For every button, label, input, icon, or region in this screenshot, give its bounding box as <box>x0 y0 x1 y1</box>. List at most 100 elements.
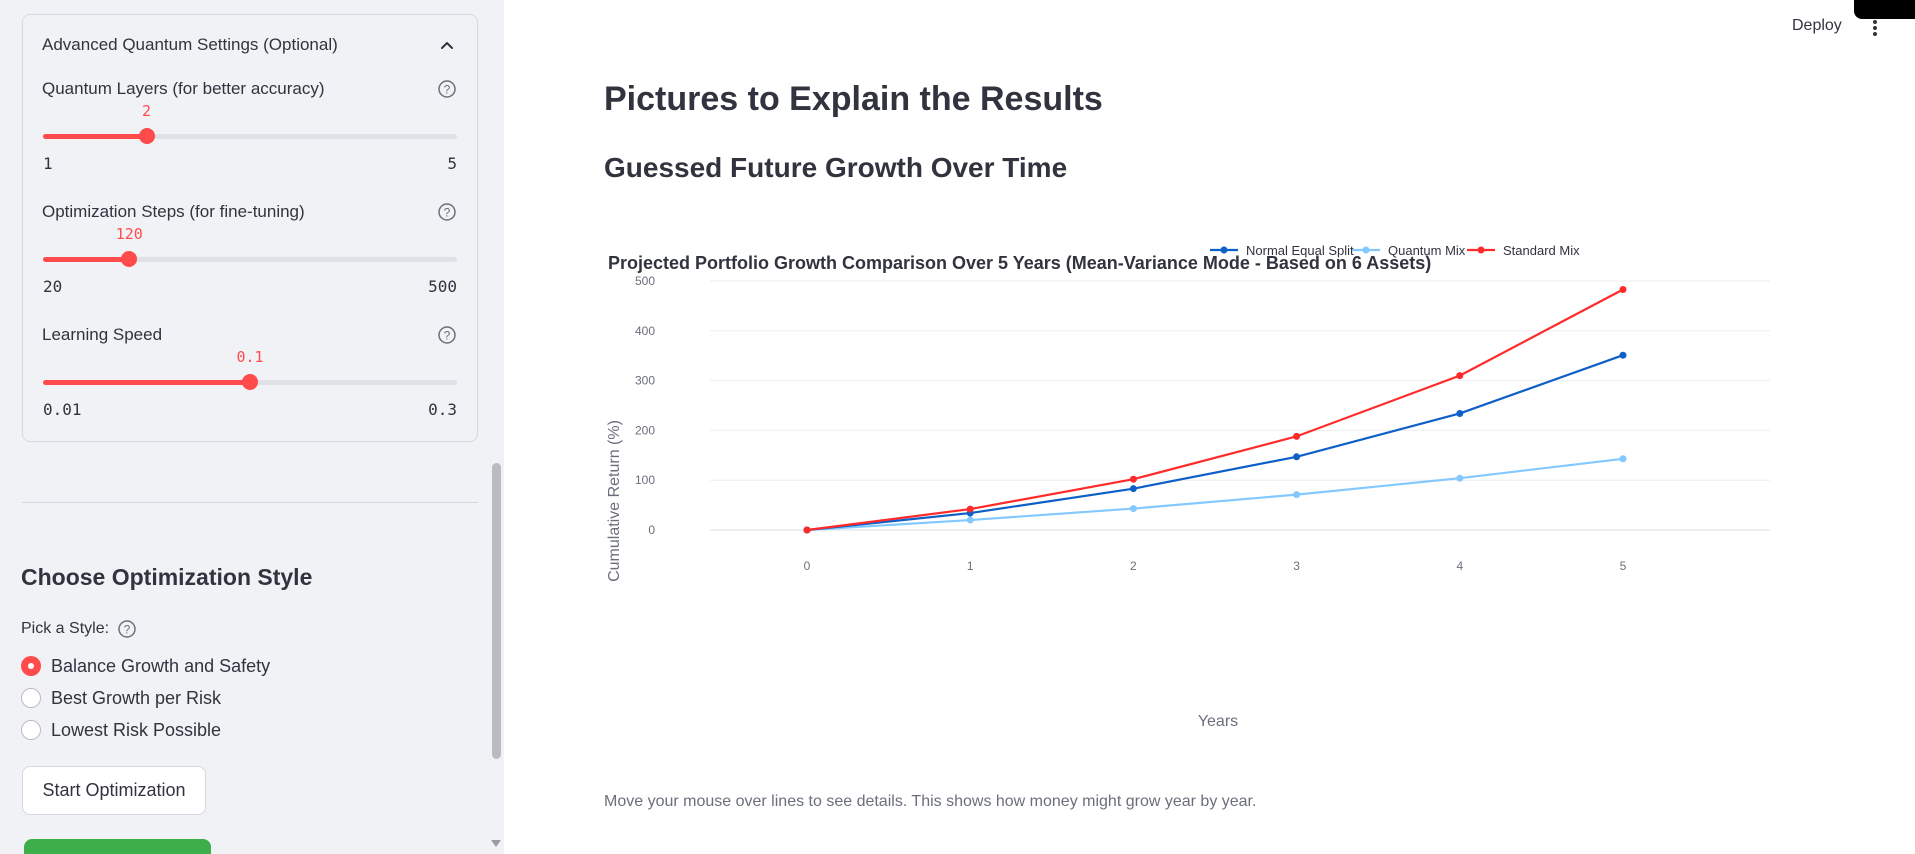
y-axis-ticks: 0 100 200 300 400 500 <box>635 274 655 537</box>
data-point[interactable] <box>1129 475 1137 483</box>
pick-style-text: Pick a Style: <box>21 620 110 637</box>
x-tick-label: 0 <box>804 559 811 573</box>
slider-label-optimization-steps: Optimization Steps (for fine-tuning) <box>42 202 305 221</box>
more-menu-icon[interactable] <box>1872 18 1878 38</box>
help-icon[interactable]: ? <box>117 619 137 639</box>
chart-series[interactable] <box>803 285 1627 534</box>
slider-value: 2 <box>141 102 152 120</box>
data-point[interactable] <box>1619 285 1627 293</box>
slider-max: 500 <box>428 277 457 296</box>
series-line[interactable] <box>806 288 1624 532</box>
help-icon[interactable]: ? <box>437 202 457 222</box>
data-point[interactable] <box>803 526 811 534</box>
legend-label: Normal Equal Split <box>1246 245 1354 258</box>
y-tick-label: 400 <box>635 324 655 338</box>
sidebar-scrollbar[interactable] <box>492 463 501 759</box>
chart-legend[interactable]: Normal Equal Split Quantum Mix Standard Mi… <box>1210 245 1580 258</box>
chart-title: Projected Portfolio Growth Comparison Ov… <box>608 253 1431 273</box>
legend-label: Quantum Mix <box>1388 245 1466 258</box>
radio-selected-icon[interactable] <box>21 656 41 676</box>
page-heading: Pictures to Explain the Results <box>604 80 1103 118</box>
data-point[interactable] <box>1293 432 1301 440</box>
x-axis-ticks: 0 1 2 3 4 5 <box>804 559 1627 573</box>
optimization-style-heading: Choose Optimization Style <box>21 564 313 590</box>
data-point[interactable] <box>966 505 974 513</box>
x-tick-label: 3 <box>1293 559 1300 573</box>
advanced-settings-expander[interactable]: Advanced Quantum Settings (Optional) Qua… <box>22 14 478 442</box>
radio-label: Best Growth per Risk <box>51 687 222 708</box>
slider-min: 1 <box>43 154 53 173</box>
primary-button[interactable] <box>24 839 211 854</box>
legend-item[interactable]: Quantum Mix <box>1352 245 1466 258</box>
corner-badge <box>1854 0 1915 19</box>
radio-label: Balance Growth and Safety <box>51 655 271 676</box>
radio-unselected-icon[interactable] <box>21 720 41 740</box>
x-tick-label: 1 <box>967 559 974 573</box>
series-line[interactable] <box>806 457 1624 532</box>
slider-thumb[interactable] <box>138 128 155 144</box>
data-point[interactable] <box>1456 372 1464 380</box>
expander-title: Advanced Quantum Settings (Optional) <box>42 35 338 54</box>
y-tick-label: 300 <box>635 374 655 388</box>
growth-line-chart[interactable]: Projected Portfolio Growth Comparison Ov… <box>600 245 1820 745</box>
slider-fill <box>43 134 147 139</box>
slider-thumb[interactable] <box>242 374 258 390</box>
y-axis-label: Cumulative Return (%) <box>606 420 623 582</box>
optimization-steps-slider[interactable]: 120 <box>43 225 457 267</box>
radio-best-growth-per-risk[interactable]: Best Growth per Risk <box>21 686 221 710</box>
chart-caption: Move your mouse over lines to see detail… <box>604 793 1257 810</box>
data-point[interactable] <box>1293 453 1301 461</box>
slider-max: 5 <box>447 154 457 173</box>
legend-label: Standard Mix <box>1503 245 1580 258</box>
slider-max: 0.3 <box>428 400 457 419</box>
quantum-layers-slider[interactable]: 2 <box>43 102 457 144</box>
data-point[interactable] <box>1619 455 1627 463</box>
data-point[interactable] <box>1456 409 1464 417</box>
x-axis-label: Years <box>1198 713 1238 730</box>
slider-label-learning-speed: Learning Speed <box>42 325 163 344</box>
start-optimization-button[interactable]: Start Optimization <box>22 766 206 815</box>
data-point[interactable] <box>1456 474 1464 482</box>
x-tick-label: 4 <box>1456 559 1463 573</box>
legend-item[interactable]: Standard Mix <box>1467 245 1580 258</box>
svg-text:?: ? <box>444 206 451 220</box>
series-line[interactable] <box>806 354 1624 532</box>
legend-marker <box>1220 246 1228 254</box>
learning-speed-slider[interactable]: 0.1 <box>43 348 457 390</box>
pick-style-label: Pick a Style: ? <box>21 619 137 639</box>
slider-fill <box>43 257 130 262</box>
section-heading: Guessed Future Growth Over Time <box>604 152 1068 183</box>
divider <box>22 502 478 503</box>
legend-marker <box>1477 246 1485 254</box>
data-point[interactable] <box>1619 351 1627 359</box>
x-tick-label: 5 <box>1620 559 1627 573</box>
data-point[interactable] <box>1129 485 1137 493</box>
radio-unselected-icon[interactable] <box>21 688 41 708</box>
data-point[interactable] <box>1293 491 1301 499</box>
slider-fill <box>43 380 250 385</box>
radio-label: Lowest Risk Possible <box>51 719 222 740</box>
slider-min: 0.01 <box>43 400 82 419</box>
slider-min: 20 <box>43 277 63 296</box>
x-tick-label: 2 <box>1130 559 1137 573</box>
y-tick-label: 100 <box>635 473 655 487</box>
y-tick-label: 500 <box>635 274 655 288</box>
chart-grid <box>710 280 1770 531</box>
scroll-down-arrow-icon[interactable] <box>491 840 501 847</box>
slider-value: 0.1 <box>236 348 264 366</box>
deploy-button[interactable]: Deploy <box>1792 17 1842 34</box>
help-icon[interactable]: ? <box>437 325 457 345</box>
chevron-up-icon[interactable] <box>437 35 457 55</box>
svg-text:?: ? <box>444 329 451 343</box>
radio-lowest-risk[interactable]: Lowest Risk Possible <box>21 718 221 742</box>
data-point[interactable] <box>1129 505 1137 513</box>
svg-text:?: ? <box>444 83 451 97</box>
slider-thumb[interactable] <box>121 251 138 267</box>
main-content: Deploy Pictures to Explain the Results G… <box>504 0 1915 854</box>
sidebar: Advanced Quantum Settings (Optional) Qua… <box>0 0 504 854</box>
radio-balance-growth-safety[interactable]: Balance Growth and Safety <box>21 654 270 678</box>
slider-label-quantum-layers: Quantum Layers (for better accuracy) <box>42 79 325 98</box>
help-icon[interactable]: ? <box>437 79 457 99</box>
legend-item[interactable]: Normal Equal Split <box>1210 245 1354 258</box>
data-point[interactable] <box>966 516 974 524</box>
